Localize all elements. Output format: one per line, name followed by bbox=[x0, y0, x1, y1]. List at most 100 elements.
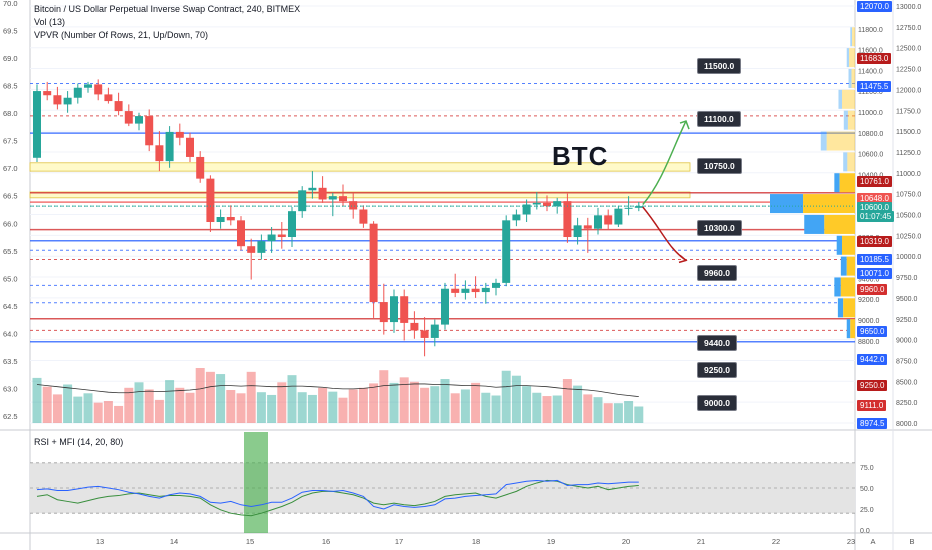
vpvr-up-bar bbox=[834, 173, 840, 193]
rsi-axis-tick: 25.0 bbox=[860, 507, 874, 514]
vpvr-down-bar bbox=[843, 298, 855, 318]
volume-bar bbox=[307, 394, 317, 423]
right-axis-tick: 8000.0 bbox=[896, 421, 918, 428]
right-axis-tick: 12000.0 bbox=[896, 87, 921, 94]
price-callout[interactable]: 9250.0 bbox=[697, 362, 737, 378]
rsi-axis-tick: 0.0 bbox=[860, 528, 870, 535]
volume-bar bbox=[216, 374, 226, 423]
time-axis-tick: 13 bbox=[96, 537, 104, 546]
candle-body bbox=[451, 288, 460, 293]
volume-bar bbox=[369, 383, 379, 423]
left-axis-tick: 63.5 bbox=[3, 357, 18, 366]
time-axis-tick: 23 bbox=[847, 537, 855, 546]
vpvr-up-bar bbox=[770, 194, 804, 214]
candle-body bbox=[84, 84, 92, 88]
vpvr-down-bar bbox=[803, 194, 855, 214]
rsi-axis-tick: 75.0 bbox=[860, 465, 874, 472]
volume-ma-line bbox=[36, 383, 639, 397]
candle-body bbox=[237, 220, 245, 247]
candle-body bbox=[135, 116, 143, 124]
volume-indicator-label[interactable]: Vol (13) bbox=[34, 17, 66, 27]
left-axis-tick: 62.5 bbox=[3, 412, 18, 421]
candle-body bbox=[226, 217, 235, 221]
left-axis-tick: 69.5 bbox=[3, 27, 18, 36]
candle-body bbox=[410, 322, 419, 331]
candle-body bbox=[114, 101, 123, 112]
price-badge: 10319.0 bbox=[857, 236, 892, 247]
btc-annotation: BTC bbox=[552, 141, 609, 171]
right-axis-tick-secondary: 11000.0 bbox=[858, 110, 883, 117]
volume-bar bbox=[73, 396, 83, 423]
candle-body bbox=[461, 288, 470, 293]
vpvr-up-bar bbox=[843, 110, 848, 130]
rsi-axis-tick: 50.0 bbox=[860, 486, 874, 493]
volume-bar bbox=[154, 399, 164, 423]
candle-body bbox=[94, 84, 103, 95]
price-callout[interactable]: 10750.0 bbox=[697, 158, 742, 174]
price-badge: 01:07:45 bbox=[857, 211, 895, 222]
volume-bar bbox=[450, 393, 460, 423]
volume-bar bbox=[409, 381, 419, 423]
volume-bar bbox=[52, 394, 62, 423]
vpvr-down-bar bbox=[846, 256, 855, 276]
vpvr-indicator-label[interactable]: VPVR (Number Of Rows, 21, Up/Down, 70) bbox=[34, 30, 209, 40]
price-callout[interactable]: 9440.0 bbox=[697, 335, 737, 351]
right-axis-tick: 12500.0 bbox=[896, 46, 921, 53]
price-badge: 9650.0 bbox=[857, 326, 888, 337]
time-axis-tick: 22 bbox=[772, 537, 780, 546]
right-axis-tick: 11000.0 bbox=[896, 171, 921, 178]
left-axis-tick: 67.5 bbox=[3, 137, 18, 146]
candle-body bbox=[175, 131, 184, 138]
price-callout[interactable]: 11100.0 bbox=[697, 111, 741, 127]
right-axis-tick: 10250.0 bbox=[896, 233, 921, 240]
candle-body bbox=[298, 190, 307, 212]
rsi-indicator-label[interactable]: RSI + MFI (14, 20, 80) bbox=[34, 437, 124, 447]
candle-body bbox=[308, 187, 317, 191]
left-axis-tick: 68.5 bbox=[3, 82, 18, 91]
price-callout[interactable]: 9000.0 bbox=[697, 395, 737, 411]
volume-bar bbox=[134, 382, 144, 423]
right-axis-tick: 10750.0 bbox=[896, 192, 921, 199]
vpvr-up-bar bbox=[820, 131, 827, 151]
volume-bar bbox=[185, 392, 195, 423]
volume-bar bbox=[226, 390, 236, 423]
candle-body bbox=[186, 137, 194, 157]
time-axis-tick: 17 bbox=[395, 537, 403, 546]
volume-bar bbox=[624, 401, 634, 423]
candle-body bbox=[349, 201, 358, 210]
right-axis-tick: 8750.0 bbox=[896, 358, 918, 365]
price-callout[interactable]: 11500.0 bbox=[697, 58, 742, 74]
vpvr-down-bar bbox=[824, 214, 855, 234]
right-axis-tick: 10000.0 bbox=[896, 254, 921, 261]
volume-bar bbox=[93, 402, 103, 423]
candle-body bbox=[614, 208, 623, 225]
vpvr-up-bar bbox=[848, 68, 852, 88]
left-axis-tick: 67.0 bbox=[3, 164, 18, 173]
bullish-arrow bbox=[642, 120, 687, 205]
candle-body bbox=[63, 97, 72, 105]
volume-bar bbox=[522, 386, 532, 423]
price-badge: 12070.0 bbox=[857, 1, 892, 12]
candle-body bbox=[594, 215, 602, 229]
candle-body bbox=[267, 234, 276, 242]
candle-body bbox=[634, 206, 643, 208]
candle-body bbox=[379, 302, 388, 323]
volume-bar bbox=[103, 401, 113, 423]
candle-body bbox=[104, 94, 113, 102]
log-scale-button: B bbox=[909, 537, 914, 546]
price-callout[interactable]: 9960.0 bbox=[697, 265, 737, 281]
right-axis-tick-secondary: 10600.0 bbox=[858, 152, 883, 159]
right-axis-tick-secondary: 10400.0 bbox=[858, 172, 883, 179]
vpvr-down-bar bbox=[839, 173, 855, 193]
price-badge: 11683.0 bbox=[857, 53, 892, 64]
vpvr-down-bar bbox=[842, 89, 855, 109]
right-axis-tick-secondary: 9000.0 bbox=[858, 318, 880, 325]
volume-bar bbox=[542, 396, 552, 423]
candle-body bbox=[318, 187, 327, 200]
vpvr-down-bar bbox=[847, 110, 855, 130]
price-callout[interactable]: 10300.0 bbox=[697, 220, 742, 236]
left-axis-tick: 69.0 bbox=[3, 54, 18, 63]
right-axis-tick: 9500.0 bbox=[896, 296, 918, 303]
volume-bar bbox=[205, 371, 215, 423]
candle-body bbox=[196, 156, 205, 179]
